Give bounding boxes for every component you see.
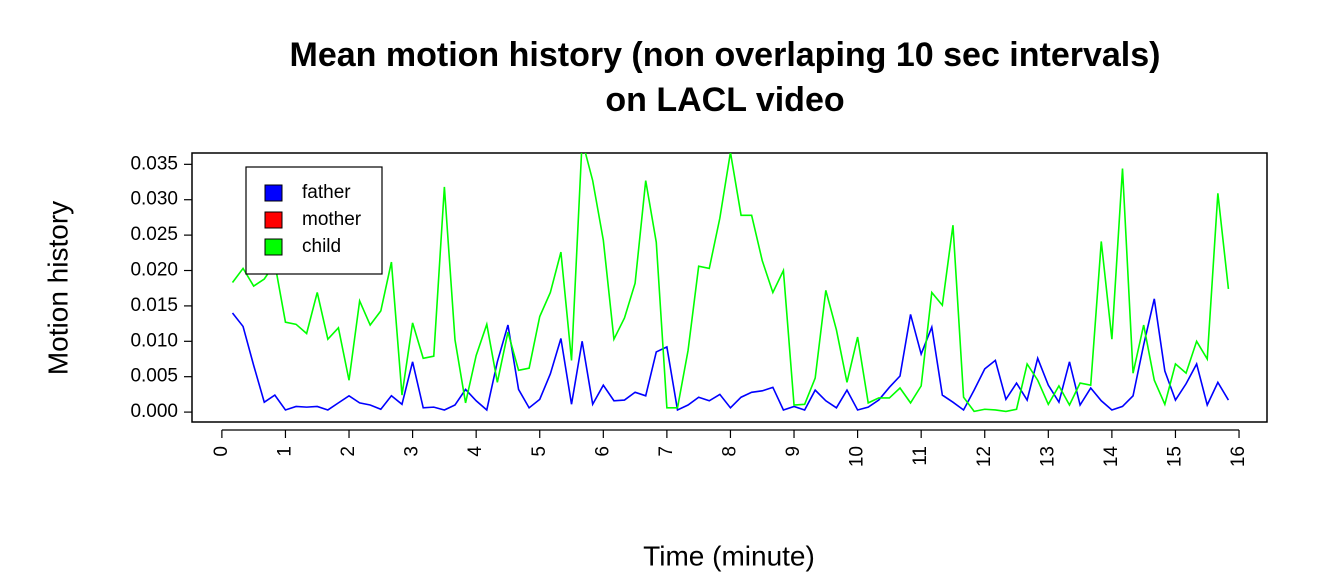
legend-label: child xyxy=(302,236,341,257)
y-tick-label: 0.035 xyxy=(130,153,178,174)
x-tick-label: 1 xyxy=(274,446,295,457)
y-tick-label: 0.005 xyxy=(130,366,178,387)
legend-label: mother xyxy=(302,209,362,230)
x-tick-label: 12 xyxy=(974,446,995,467)
y-tick-label: 0.015 xyxy=(130,295,178,316)
plot-frame xyxy=(191,152,1268,423)
x-tick-label: 4 xyxy=(465,446,486,457)
x-tick-label: 9 xyxy=(783,446,804,457)
x-axis-label: Time (minute) xyxy=(643,540,815,571)
chart-title: on LACL video xyxy=(605,81,844,119)
y-tick-label: 0.030 xyxy=(130,189,178,210)
x-tick-label: 10 xyxy=(847,446,868,467)
y-tick-label: 0.020 xyxy=(130,260,178,281)
series-line xyxy=(231,298,1230,412)
x-tick-label: 15 xyxy=(1164,446,1185,467)
y-tick-label: 0.000 xyxy=(130,401,178,422)
lines xyxy=(231,153,1230,413)
y-tick-label: 0.010 xyxy=(130,330,178,351)
y-axis-label: Motion history xyxy=(42,201,73,375)
legend-swatch xyxy=(264,238,283,256)
x-tick-label: 13 xyxy=(1037,446,1058,467)
x-tick-label: 2 xyxy=(338,446,359,457)
legend-swatch xyxy=(264,184,283,202)
series-line xyxy=(231,153,1230,413)
legend-label: father xyxy=(302,182,351,203)
x-tick-label: 7 xyxy=(656,446,677,457)
chart-title: Mean motion history (non overlaping 10 s… xyxy=(290,36,1161,74)
x-tick-label: 0 xyxy=(211,446,232,457)
x-tick-label: 11 xyxy=(910,446,931,466)
x-tick-label: 3 xyxy=(402,446,423,457)
x-tick-label: 8 xyxy=(719,446,740,457)
x-tick-label: 5 xyxy=(529,446,550,457)
x-tick-label: 16 xyxy=(1228,446,1249,467)
legend-swatch xyxy=(264,211,283,229)
x-tick-label: 14 xyxy=(1101,446,1122,468)
y-tick-label: 0.025 xyxy=(130,224,178,245)
x-tick-label: 6 xyxy=(592,446,613,457)
